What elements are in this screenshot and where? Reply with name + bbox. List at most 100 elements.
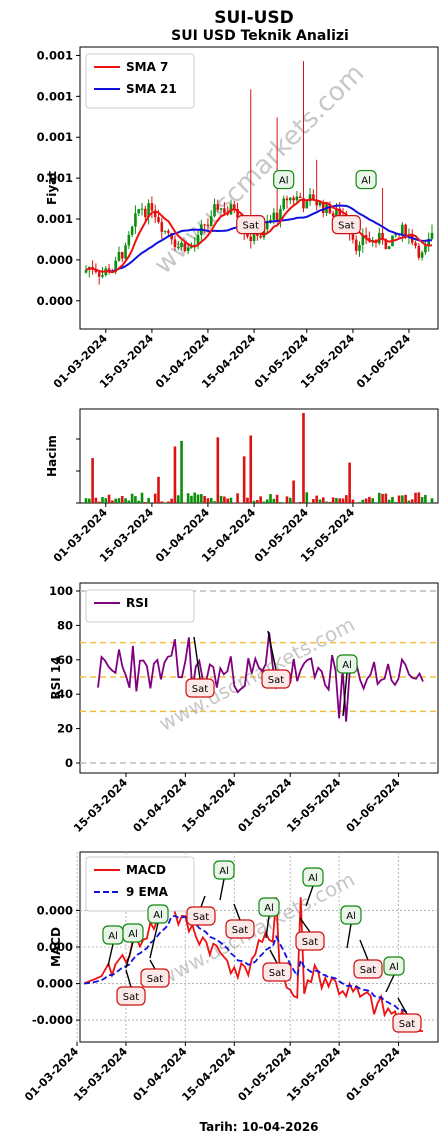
signal-arrow bbox=[360, 940, 368, 960]
volume-bar bbox=[342, 498, 345, 503]
volume-bar bbox=[398, 496, 401, 503]
volume-bar bbox=[108, 495, 111, 503]
volume-bar bbox=[111, 500, 114, 503]
volume-bar bbox=[378, 493, 381, 503]
volume-bar bbox=[154, 494, 157, 503]
volume-bar bbox=[147, 498, 150, 503]
volume-bar bbox=[236, 493, 239, 503]
volume-bar bbox=[263, 502, 266, 503]
price-candle-body bbox=[118, 252, 121, 261]
buy-badge-label: Al bbox=[153, 910, 163, 921]
volume-bar bbox=[299, 502, 302, 503]
price-candle-body bbox=[174, 239, 177, 247]
sell-badge-label: Sat bbox=[399, 1019, 415, 1030]
volume-bar bbox=[266, 499, 269, 503]
volume-bar bbox=[322, 497, 325, 503]
price-candle-body bbox=[388, 246, 391, 249]
price-candle-body bbox=[332, 213, 335, 216]
price-candle-body bbox=[124, 245, 127, 258]
volume-bar bbox=[85, 498, 88, 503]
price-y-axis-title: Fiyat bbox=[45, 171, 59, 205]
legend-label: SMA 21 bbox=[126, 82, 177, 96]
volume-bar bbox=[345, 495, 348, 503]
rsi-xtick-label: 15-03-2024 bbox=[71, 776, 130, 835]
volume-bar bbox=[335, 498, 338, 503]
volume-bar bbox=[348, 463, 351, 503]
price-candle-body bbox=[266, 223, 269, 229]
volume-bar bbox=[381, 494, 384, 503]
price-candle-body bbox=[404, 225, 407, 237]
volume-bar bbox=[128, 500, 131, 503]
volume-bar bbox=[431, 498, 434, 503]
sell-badge-label: Sat bbox=[147, 974, 163, 985]
volume-bar bbox=[98, 502, 101, 503]
price-candle-body bbox=[355, 240, 358, 251]
price-candle-body bbox=[210, 216, 213, 226]
volume-bar bbox=[394, 502, 397, 503]
volume-panel: 01-03-202415-03-202401-04-202415-04-2024… bbox=[45, 409, 438, 565]
sell-badge-label: Sat bbox=[360, 965, 376, 976]
volume-bar bbox=[104, 498, 107, 503]
legend-label: RSI bbox=[126, 596, 148, 610]
price-candle-body bbox=[223, 208, 226, 213]
volume-bar bbox=[332, 497, 335, 503]
buy-badge-label: Al bbox=[264, 903, 274, 914]
macd-ytick-label: 0.000 bbox=[37, 977, 73, 991]
price-candle-body bbox=[292, 198, 295, 201]
volume-bar bbox=[312, 499, 315, 503]
rsi-ytick-label: 100 bbox=[49, 584, 73, 598]
chart-subtitle: SUI USD Teknik Analizi bbox=[171, 28, 349, 44]
volume-bar bbox=[164, 502, 167, 503]
volume-bar bbox=[408, 501, 411, 503]
legend-label: SMA 7 bbox=[126, 60, 168, 74]
volume-bar bbox=[305, 492, 308, 503]
volume-bar bbox=[391, 497, 394, 503]
price-candle-body bbox=[167, 231, 170, 233]
macd-ytick-label: 0.000 bbox=[37, 903, 73, 917]
volume-bar bbox=[421, 497, 424, 503]
price-candle-body bbox=[352, 234, 355, 239]
volume-bar bbox=[315, 496, 318, 503]
volume-bar bbox=[210, 498, 213, 503]
volume-bar bbox=[352, 500, 355, 503]
volume-bar bbox=[141, 493, 144, 503]
price-candle-body bbox=[286, 199, 289, 201]
price-candle-body bbox=[151, 203, 154, 210]
volume-bar bbox=[259, 496, 262, 503]
volume-bar bbox=[276, 495, 279, 503]
price-candle-body bbox=[217, 204, 220, 210]
price-candle-body bbox=[424, 246, 427, 253]
macd-panel: www.uscmarkets.com-0.0000.0000.0000.0000… bbox=[22, 852, 438, 1104]
volume-bar bbox=[418, 492, 421, 503]
volume-bar bbox=[329, 502, 332, 503]
volume-bar bbox=[286, 496, 289, 503]
price-ytick-label: 0.001 bbox=[37, 89, 73, 103]
volume-bar bbox=[207, 498, 210, 503]
volume-bar bbox=[121, 496, 124, 503]
price-ytick-label: 0.001 bbox=[37, 48, 73, 62]
price-candle-body bbox=[184, 243, 187, 251]
price-candle-body bbox=[282, 199, 285, 209]
volume-bar bbox=[388, 500, 391, 503]
price-candle-body bbox=[131, 227, 134, 235]
buy-badge-label: Al bbox=[308, 873, 318, 884]
volume-bar bbox=[371, 498, 374, 503]
rsi-ytick-label: 0 bbox=[65, 756, 73, 770]
volume-bar bbox=[302, 413, 305, 503]
buy-badge-label: Al bbox=[361, 176, 371, 187]
chart-title: SUI-USD bbox=[214, 8, 294, 28]
price-candle-body bbox=[401, 225, 404, 235]
volume-bar bbox=[411, 499, 414, 503]
buy-badge-label: Al bbox=[389, 962, 399, 973]
volume-bar bbox=[193, 493, 196, 503]
volume-bar bbox=[220, 496, 223, 503]
volume-bar bbox=[249, 436, 252, 504]
price-candle-body bbox=[421, 252, 424, 257]
buy-badge-label: Al bbox=[342, 660, 352, 671]
price-ytick-label: 0.000 bbox=[37, 294, 73, 308]
volume-bar bbox=[246, 498, 249, 503]
volume-bar bbox=[157, 477, 160, 503]
volume-bar bbox=[404, 495, 407, 503]
volume-bar bbox=[177, 495, 180, 503]
price-candle-body bbox=[177, 247, 180, 248]
